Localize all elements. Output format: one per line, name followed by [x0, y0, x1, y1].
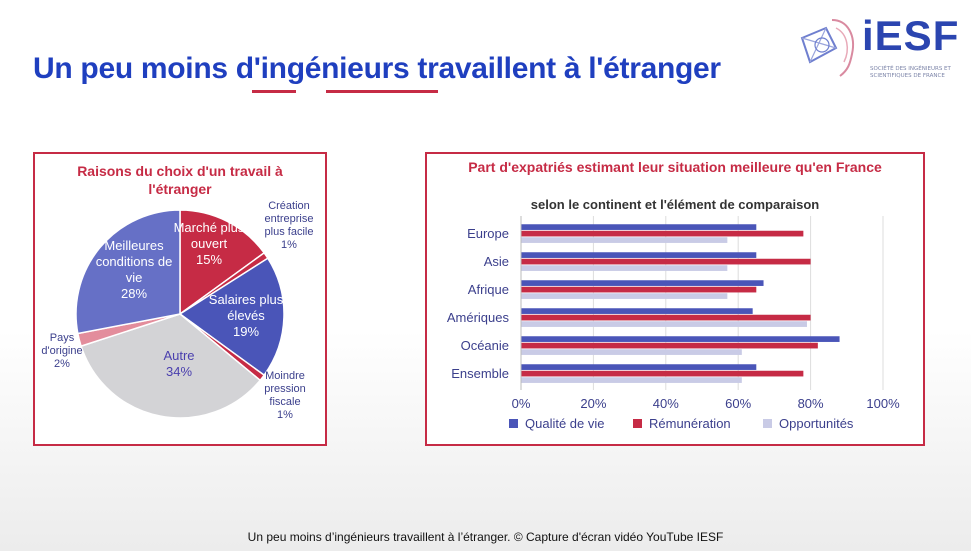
logo-wordmark: iESF: [862, 12, 960, 59]
legend-label: Qualité de vie: [525, 416, 605, 431]
slice-name: Moindre pression fiscale: [264, 370, 306, 408]
bar-1-2: [521, 286, 757, 293]
bar-2-2: [521, 293, 728, 299]
pie-label-salaires: Salaires plus élevés 19%: [201, 292, 291, 340]
pie-slice-0: [179, 209, 266, 316]
title-underline: [326, 90, 438, 93]
x-tick-label: 60%: [725, 396, 751, 411]
x-tick-label: 80%: [798, 396, 824, 411]
legend-swatch: [509, 419, 518, 428]
image-caption: Un peu moins d’ingénieurs travaillent à …: [247, 530, 724, 544]
slice-name: Meilleures conditions de vie: [95, 238, 173, 285]
category-label: Europe: [467, 226, 509, 241]
bar-0-0: [521, 224, 757, 230]
legend-label: Opportunités: [779, 416, 854, 431]
bar-1-0: [521, 230, 804, 237]
pie-chart-title: Raisons du choix d'un travail à l'étrang…: [77, 163, 283, 197]
category-label: Amériques: [447, 310, 510, 325]
bar-2-4: [521, 349, 742, 355]
bar-0-4: [521, 336, 840, 342]
bar-0-3: [521, 308, 753, 314]
title-part: travaillent à l'étranger: [409, 52, 721, 85]
bar-2-0: [521, 237, 728, 243]
bar-0-1: [521, 252, 757, 258]
bar-2-3: [521, 321, 807, 327]
bar-1-5: [521, 370, 804, 377]
bar-0-2: [521, 280, 764, 286]
slice-name: Autre: [163, 348, 195, 363]
pie-label-fiscale: Moindre pression fiscale 1%: [253, 370, 317, 422]
bar-1-1: [521, 258, 811, 265]
bar-chart-panel: Part d'expatriés estimant leur situation…: [425, 152, 925, 446]
legend-swatch: [633, 419, 642, 428]
page-title: Un peu moins d'ingénieurs travaillent à …: [33, 52, 721, 86]
bar-1-4: [521, 342, 818, 349]
pie-chart-panel: Raisons du choix d'un travail à l'étrang…: [33, 152, 327, 446]
x-tick-label: 0%: [512, 396, 531, 411]
pie-label-conditions: Meilleures conditions de vie 28%: [91, 238, 177, 302]
slice-name: Pays d'origine: [41, 332, 83, 357]
slice-value: 1%: [281, 239, 297, 251]
bar-chart: 0% 20% 40% 60% 80% 100% Europe Asie Afrique Améri…: [447, 216, 900, 431]
category-label: Ensemble: [451, 366, 509, 381]
pie-label-pays: Pays d'origine 2%: [35, 332, 89, 371]
title-part: d'ing: [235, 52, 305, 85]
bar-2-1: [521, 265, 728, 271]
x-tick-label: 20%: [580, 396, 606, 411]
x-tick-label: 100%: [866, 396, 900, 411]
title-part: é: [304, 52, 322, 85]
pie-slice-2: [178, 257, 285, 377]
slice-value: 2%: [54, 358, 70, 370]
pie-label-creation: Création entreprise plus facile 1%: [253, 200, 325, 252]
pie-label-autre: Autre 34%: [149, 348, 209, 380]
slice-value: 34%: [165, 364, 193, 379]
logo-emblem-icon: [800, 19, 854, 77]
pie-slice-6: [75, 209, 181, 335]
slice-value: 15%: [195, 252, 223, 267]
slice-value: 28%: [120, 286, 148, 301]
bar-chart-title: Part d'expatriés estimant leur situation…: [468, 159, 882, 175]
slice-name: Salaires plus élevés: [208, 292, 284, 323]
category-label: Afrique: [468, 282, 509, 297]
category-label: Océanie: [461, 338, 509, 353]
pie-chart: [75, 209, 285, 419]
pie-label-marche: Marché plus ouvert 15%: [171, 220, 247, 268]
iesf-logo: iESF Société des ingénieurs et scientifi…: [792, 12, 967, 84]
title-part: Un peu moins: [33, 52, 236, 85]
logo-subtitle: Société des ingénieurs et scientifiques …: [870, 66, 951, 79]
pie-slice-4: [80, 313, 262, 419]
slice-value: 1%: [277, 409, 293, 421]
category-label: Asie: [484, 254, 509, 269]
x-tick-label: 40%: [653, 396, 679, 411]
slice-name: Marché plus ouvert: [173, 220, 245, 251]
bar-0-5: [521, 364, 757, 370]
bar-1-3: [521, 314, 811, 321]
bar-chart-subtitle: selon le continent et l'élément de compa…: [530, 197, 820, 212]
legend-label: Rémunération: [649, 416, 731, 431]
legend-swatch: [763, 419, 772, 428]
title-part: nieurs: [321, 52, 410, 85]
title-underline: [252, 90, 296, 93]
slice-value: 19%: [232, 324, 260, 339]
slice-name: Création entreprise plus facile: [264, 200, 314, 238]
bar-2-5: [521, 377, 742, 383]
